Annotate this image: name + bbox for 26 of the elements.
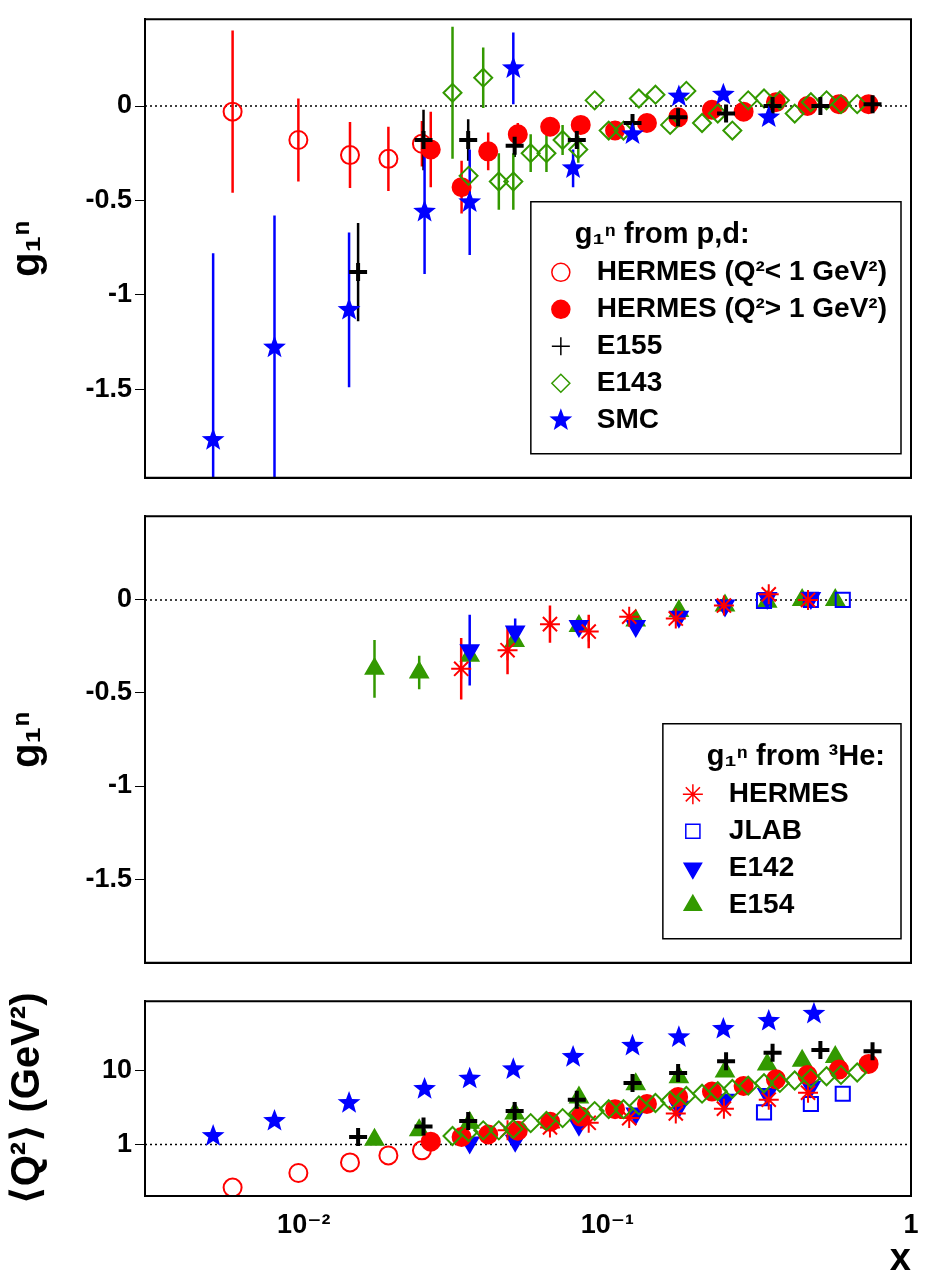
y-tick-label: -0.5 (85, 676, 132, 707)
legend-label: JLAB (728, 814, 802, 846)
y-tick-label: 10 (101, 1054, 132, 1085)
y-tick-label: -1.5 (85, 862, 132, 893)
legend-label: HERMES (Q²< 1 GeV²) (596, 255, 888, 287)
x-tick-label: 10⁻¹ (580, 1208, 635, 1239)
legend-label: HERMES (Q²> 1 GeV²) (596, 292, 888, 324)
y-tick-label: -1 (107, 769, 132, 800)
legend-title: g₁ⁿ from ³He: (706, 739, 886, 772)
legend-label: E155 (596, 329, 663, 361)
y-tick-label: -1 (107, 278, 132, 309)
y-tick-label: 0 (116, 89, 132, 120)
y-tick-label: -1.5 (85, 372, 132, 403)
y-axis-title: ⟨Q²⟩ (GeV²) (3, 992, 48, 1205)
legend-label: E154 (728, 888, 795, 920)
legend-label: HERMES (728, 777, 849, 809)
x-tick-label: 10⁻² (277, 1208, 331, 1239)
y-axis-title: g₁ⁿ (3, 711, 48, 768)
legend-label: E143 (596, 366, 663, 398)
y-tick-label: -0.5 (85, 183, 132, 214)
legend-label: SMC (596, 403, 660, 435)
y-tick-label: 0 (116, 583, 132, 614)
legend-title: g₁ⁿ from p,d: (574, 217, 750, 250)
y-tick-label: 1 (116, 1127, 132, 1158)
y-axis-title: g₁ⁿ (3, 220, 48, 277)
legend-label: E142 (728, 851, 795, 883)
